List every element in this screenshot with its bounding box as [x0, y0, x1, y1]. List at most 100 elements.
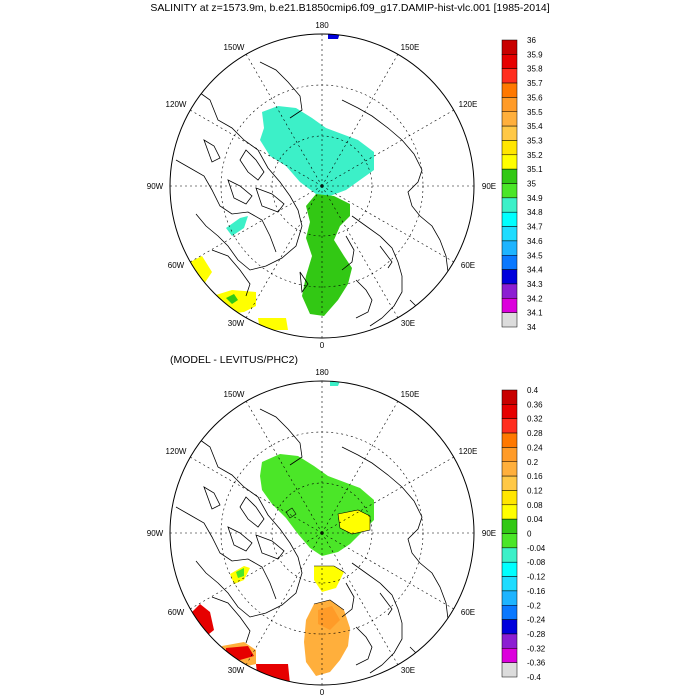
bottom-longitude-labels: 180 150W 150E 120W 120E 90W 90E 60W 60E …	[147, 368, 496, 697]
top-colorbar-label: 34.5	[527, 251, 543, 260]
bottom-orange-patch-2	[318, 606, 340, 630]
top-lon-120w: 120W	[166, 100, 187, 109]
top-lon-120e: 120E	[459, 100, 478, 109]
bottom-colorbar-label: -0.12	[527, 573, 546, 582]
top-colorbar-label: 35.4	[527, 122, 543, 131]
bottom-panel-title: (MODEL - LEVITUS/PHC2)	[170, 354, 298, 366]
top-panel: SALINITY at z=1573.9m, b.e21.B1850cmip6.…	[147, 2, 550, 350]
top-colorbar-swatch	[501, 298, 518, 313]
top-colorbar-label: 34.7	[527, 223, 543, 232]
top-lon-180: 180	[315, 21, 329, 30]
bottom-colorbar-label: 0.32	[527, 415, 543, 424]
top-colorbar-swatch	[501, 168, 518, 184]
top-colorbar-label: 36	[527, 36, 536, 45]
top-colorbar-label: 34.1	[527, 309, 543, 318]
top-colorbar-swatch	[501, 111, 518, 127]
top-colorbar-swatch	[501, 82, 518, 98]
bottom-lon-150e: 150E	[401, 390, 420, 399]
bottom-colorbar-label: -0.36	[527, 659, 546, 668]
top-colorbar-label: 35.1	[527, 165, 543, 174]
top-colorbar-label: 34.2	[527, 294, 543, 303]
bottom-lon-120w: 120W	[166, 447, 187, 456]
bottom-map-border	[169, 380, 475, 686]
bottom-colorbar-label: -0.2	[527, 601, 541, 610]
top-lon-90w: 90W	[147, 182, 164, 191]
top-colorbar-label: 34.6	[527, 237, 543, 246]
top-colorbar-label: 35.7	[527, 79, 543, 88]
bottom-lon-0: 0	[320, 688, 325, 697]
bottom-colorbar-label: -0.32	[527, 644, 546, 653]
bottom-lon-60w: 60W	[168, 608, 185, 617]
bottom-colorbar-swatch	[501, 447, 518, 462]
bottom-colorbar-swatch	[501, 561, 518, 577]
bottom-colorbar-swatch	[501, 404, 518, 419]
top-colorbar-swatch	[501, 68, 518, 84]
bottom-colorbar-label: 0.04	[527, 515, 543, 524]
bottom-yellow-patch-1	[338, 510, 370, 534]
top-map-border	[169, 33, 475, 339]
bottom-colorbar-swatch	[501, 619, 518, 635]
bottom-lon-90e: 90E	[482, 529, 496, 538]
bottom-colorbar-label: 0.28	[527, 429, 543, 438]
bottom-panel: (MODEL - LEVITUS/PHC2)	[147, 354, 546, 697]
top-colorbar-swatch	[501, 183, 518, 199]
top-colorbar-swatch	[501, 226, 518, 242]
bottom-colorbar-swatch	[501, 590, 518, 606]
top-colorbar-swatch	[501, 54, 518, 69]
top-green-region	[302, 194, 352, 316]
bottom-red-patch-3	[256, 664, 290, 684]
top-lon-30e: 30E	[401, 319, 415, 328]
top-lon-60e: 60E	[461, 261, 475, 270]
bottom-colorbar-swatch	[501, 533, 518, 549]
bottom-colorbar-swatch	[501, 504, 518, 520]
bottom-colorbar-label: -0.16	[527, 587, 546, 596]
top-colorbar-swatch	[501, 211, 518, 227]
bottom-colorbar-swatch	[501, 547, 518, 563]
top-lon-60w: 60W	[168, 261, 185, 270]
bottom-lon-30w: 30W	[228, 666, 245, 675]
bottom-contours	[285, 507, 371, 611]
top-colorbar-swatch	[501, 283, 518, 299]
top-lon-0: 0	[320, 341, 325, 350]
bottom-colorbar-swatch	[501, 475, 518, 491]
bottom-coastlines	[175, 408, 449, 674]
top-cyan-region	[260, 106, 374, 196]
top-colorbar-label: 34	[527, 323, 536, 332]
top-lon-150w: 150W	[224, 43, 245, 52]
bottom-colorbar-swatch	[501, 633, 518, 649]
top-colorbar-label: 34.8	[527, 208, 543, 217]
bottom-colorbar-label: 0.36	[527, 400, 543, 409]
top-colorbar-swatch	[501, 269, 518, 285]
top-longitude-labels: 180 150W 150E 120W 120E 90W 90E 60W 60E …	[147, 21, 496, 350]
bottom-colorbar-swatch	[501, 518, 518, 534]
bottom-colorbar-swatch	[501, 576, 518, 592]
top-lon-150e: 150E	[401, 43, 420, 52]
bottom-colorbar-label: -0.28	[527, 630, 546, 639]
bottom-lon-150w: 150W	[224, 390, 245, 399]
bottom-red-patch-1	[190, 604, 214, 638]
top-colorbar-label: 35.6	[527, 93, 543, 102]
top-colorbar-swatch	[501, 140, 518, 156]
bottom-colorbar-label: 0.12	[527, 486, 543, 495]
bottom-lon-90w: 90W	[147, 529, 164, 538]
top-colorbar-label: 34.9	[527, 194, 543, 203]
bottom-colorbar-swatch	[501, 648, 518, 663]
bottom-colorbar-label: 0.24	[527, 443, 543, 452]
top-colorbar-label: 34.3	[527, 280, 543, 289]
top-yellow-patch-3	[258, 318, 288, 330]
top-colorbar-label: 35.2	[527, 151, 543, 160]
top-colorbar: 36 35.9 35.8 35.7 35.6 35.5 35.4 35.3 35.2 35.1 35…	[501, 36, 543, 332]
bottom-colorbar-swatch	[501, 662, 518, 678]
bottom-colorbar-swatch	[501, 389, 518, 405]
bottom-colorbar-label: 0.16	[527, 472, 543, 481]
bottom-green-region	[260, 454, 374, 556]
top-colorbar-swatch	[501, 312, 518, 328]
bottom-colorbar-swatch	[501, 432, 518, 448]
top-coastlines	[175, 61, 449, 327]
top-colorbar-swatch	[501, 197, 518, 213]
top-colorbar-swatch	[501, 125, 518, 141]
bottom-lon-60e: 60E	[461, 608, 475, 617]
bottom-colorbar-label: 0.2	[527, 458, 539, 467]
top-lon-90e: 90E	[482, 182, 496, 191]
